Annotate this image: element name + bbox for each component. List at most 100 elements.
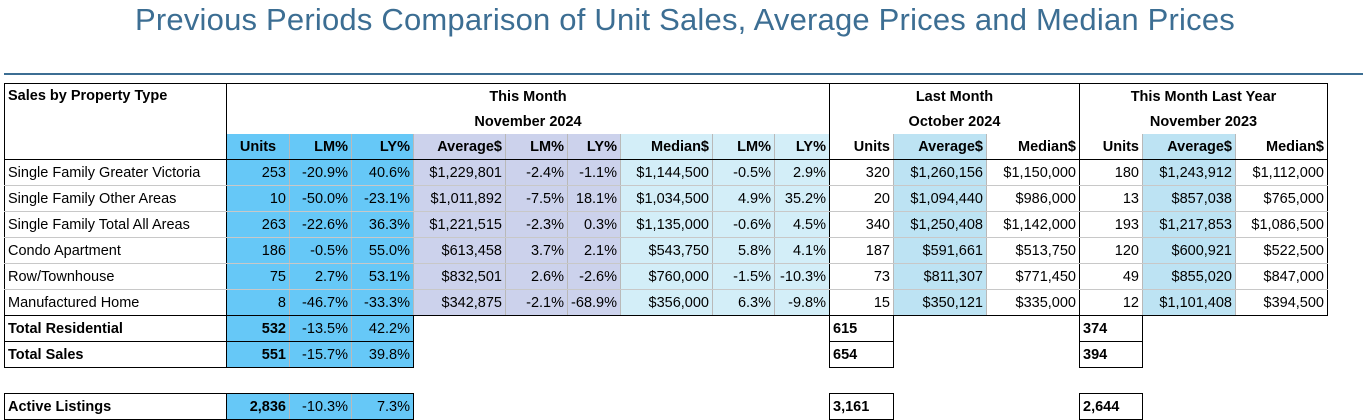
tm-units: 2,836: [226, 393, 290, 420]
tm-units: 551: [226, 341, 290, 368]
tm-median-ly: 35.2%: [774, 185, 830, 212]
row-label: Single Family Other Areas: [4, 185, 227, 212]
col-header-lm-units: Units: [829, 134, 894, 160]
tm-ly: 36.3%: [351, 211, 414, 238]
tm-median-lm: 6.3%: [712, 289, 775, 316]
tm-median-ly: 2.9%: [774, 159, 830, 186]
lm-average: $591,661: [893, 237, 987, 264]
ly-median: $394,500: [1235, 289, 1328, 316]
ly-units: 2,644: [1079, 393, 1143, 420]
col-header-ly-average: Average$: [1142, 134, 1236, 160]
tm-average: $832,501: [413, 263, 506, 290]
ly-average: $857,038: [1142, 185, 1236, 212]
last-year-period: November 2023: [1079, 109, 1328, 134]
table-row: Row/Townhouse 75 2.7% 53.1% $832,501 2.6…: [4, 263, 1328, 290]
lm-units: 20: [829, 185, 894, 212]
tm-lm: -46.7%: [289, 289, 352, 316]
col-header-median-lm: LM%: [712, 134, 775, 160]
col-header-average: Average$: [413, 134, 506, 160]
tm-ly: 53.1%: [351, 263, 414, 290]
tm-median-lm: -1.5%: [712, 263, 775, 290]
col-header-median: Median$: [620, 134, 713, 160]
table-row: Single Family Greater Victoria 253 -20.9…: [4, 159, 1328, 186]
ly-median: $847,000: [1235, 263, 1328, 290]
tm-average: $1,011,892: [413, 185, 506, 212]
tm-lm: -20.9%: [289, 159, 352, 186]
tm-lm: -15.7%: [289, 341, 352, 368]
lm-average: $350,121: [893, 289, 987, 316]
table-row: Single Family Total All Areas 263 -22.6%…: [4, 211, 1328, 238]
tm-median-lm: -0.6%: [712, 211, 775, 238]
lm-average: $1,250,408: [893, 211, 987, 238]
lm-units: 73: [829, 263, 894, 290]
total-residential-row: Total Residential 532 -13.5% 42.2% 615 3…: [4, 315, 1328, 342]
tm-lm: -50.0%: [289, 185, 352, 212]
tm-average: $613,458: [413, 237, 506, 264]
lm-median: $513,750: [986, 237, 1080, 264]
tm-median-lm: -0.5%: [712, 159, 775, 186]
title-divider: [4, 73, 1363, 75]
tm-ly: -23.1%: [351, 185, 414, 212]
ly-units: 374: [1079, 315, 1143, 342]
tm-median-lm: 5.8%: [712, 237, 775, 264]
row-label: Total Residential: [4, 315, 227, 342]
tm-units: 75: [226, 263, 290, 290]
tm-average-lm: 2.6%: [505, 263, 568, 290]
comparison-table: Sales by Property Type This Month Last M…: [4, 83, 1328, 420]
tm-median-lm: 4.9%: [712, 185, 775, 212]
lm-units: 615: [829, 315, 894, 342]
tm-lm: -22.6%: [289, 211, 352, 238]
tm-average-lm: -7.5%: [505, 185, 568, 212]
tm-median: $356,000: [620, 289, 713, 316]
tm-average: $342,875: [413, 289, 506, 316]
ly-median: $1,086,500: [1235, 211, 1328, 238]
col-header-average-ly: LY%: [567, 134, 621, 160]
tm-units: 8: [226, 289, 290, 316]
col-header-average-lm: LM%: [505, 134, 568, 160]
tm-average-ly: -68.9%: [567, 289, 621, 316]
tm-units: 253: [226, 159, 290, 186]
tm-median-ly: -10.3%: [774, 263, 830, 290]
table-row: Single Family Other Areas 10 -50.0% -23.…: [4, 185, 1328, 212]
row-label: Single Family Total All Areas: [4, 211, 227, 238]
tm-average-lm: 3.7%: [505, 237, 568, 264]
lm-median: $1,142,000: [986, 211, 1080, 238]
col-header-ly-median: Median$: [1235, 134, 1328, 160]
tm-average-ly: 18.1%: [567, 185, 621, 212]
col-header-ly: LY%: [351, 134, 414, 160]
col-header-ly-units: Units: [1079, 134, 1143, 160]
lm-units: 3,161: [829, 393, 894, 420]
col-header-lm: LM%: [289, 134, 352, 160]
header-row-3: Units LM% LY% Average$ LM% LY% Median$ L…: [5, 134, 1328, 160]
ly-average: $600,921: [1142, 237, 1236, 264]
col-header-units: Units: [226, 134, 290, 160]
row-label-header: Sales by Property Type: [4, 83, 227, 160]
header-row-2: November 2024 October 2024 November 2023: [5, 109, 1328, 134]
page-title: Previous Periods Comparison of Unit Sale…: [135, 2, 1235, 37]
tm-median: $1,135,000: [620, 211, 713, 238]
tm-median: $1,144,500: [620, 159, 713, 186]
tm-units: 532: [226, 315, 290, 342]
row-label: Row/Townhouse: [4, 263, 227, 290]
ly-median: $522,500: [1235, 237, 1328, 264]
col-header-median-ly: LY%: [774, 134, 830, 160]
lm-units: 187: [829, 237, 894, 264]
this-month-header: This Month: [226, 83, 830, 109]
row-label: Single Family Greater Victoria: [4, 159, 227, 186]
table-row: Manufactured Home 8 -46.7% -33.3% $342,8…: [4, 289, 1328, 316]
tm-median-ly: 4.5%: [774, 211, 830, 238]
spacer-row: [5, 368, 1328, 394]
ly-average: $1,217,853: [1142, 211, 1236, 238]
tm-units: 10: [226, 185, 290, 212]
col-header-lm-median: Median$: [986, 134, 1080, 160]
tm-average-ly: -2.6%: [567, 263, 621, 290]
tm-average-lm: -2.1%: [505, 289, 568, 316]
tm-lm: -13.5%: [289, 315, 352, 342]
row-label: Active Listings: [4, 393, 227, 420]
ly-average: $1,101,408: [1142, 289, 1236, 316]
tm-ly: 39.8%: [351, 341, 414, 368]
lm-median: $986,000: [986, 185, 1080, 212]
lm-average: $1,094,440: [893, 185, 987, 212]
lm-units: 340: [829, 211, 894, 238]
tm-average: $1,221,515: [413, 211, 506, 238]
